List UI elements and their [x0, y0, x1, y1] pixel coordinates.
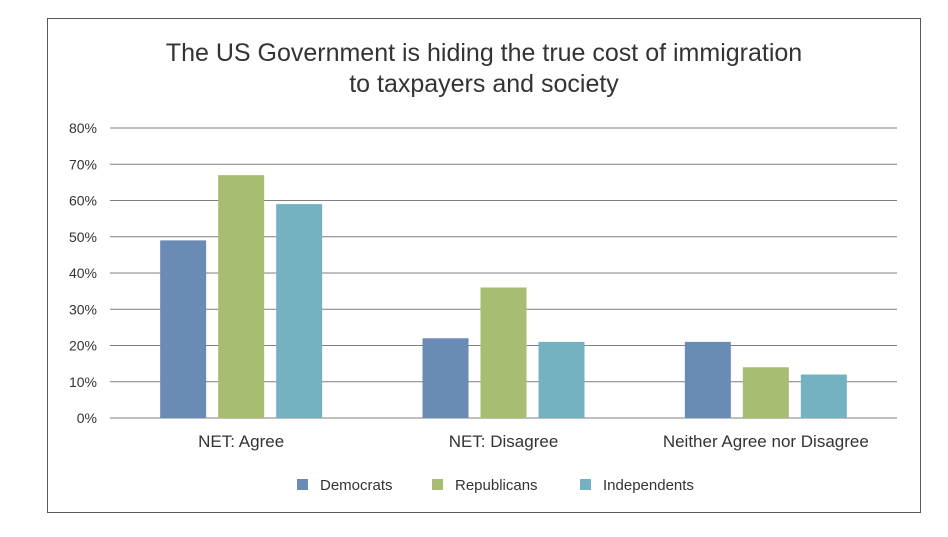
chart-title: The US Government is hiding the true cos… — [47, 38, 921, 100]
legend-label-republicans: Republicans — [455, 477, 538, 494]
bar-democrats — [422, 338, 469, 418]
y-tick-label: 10% — [69, 374, 97, 390]
legend-swatch-democrats — [297, 479, 308, 490]
y-tick-label: 70% — [69, 156, 97, 172]
chart-title-line-2: to taxpayers and society — [349, 70, 619, 98]
bar-democrats — [684, 341, 731, 418]
y-tick-label: 80% — [69, 120, 97, 136]
y-tick-label: 20% — [69, 338, 97, 354]
y-tick-label: 30% — [69, 301, 97, 317]
legend-swatch-independents — [580, 479, 591, 490]
bar-republicans — [218, 175, 265, 418]
bar-independents — [276, 204, 323, 418]
chart-title-line-1: The US Government is hiding the true cos… — [165, 39, 803, 67]
y-tick-label: 50% — [69, 229, 97, 245]
y-tick-label: 40% — [69, 265, 97, 281]
bar-independents — [800, 374, 847, 418]
y-tick-label: 60% — [69, 193, 97, 209]
legend-swatch-republicans — [432, 479, 443, 490]
bar-independents — [538, 341, 585, 418]
x-category-label: NET: Agree — [198, 432, 284, 451]
legend-label-democrats: Democrats — [320, 477, 393, 494]
bar-republicans — [480, 287, 527, 418]
bar-republicans — [742, 367, 789, 418]
x-category-label: NET: Disagree — [449, 432, 559, 451]
y-tick-label: 0% — [77, 410, 97, 426]
x-category-label: Neither Agree nor Disagree — [663, 432, 869, 451]
legend-label-independents: Independents — [603, 477, 694, 494]
bar-democrats — [160, 240, 207, 418]
